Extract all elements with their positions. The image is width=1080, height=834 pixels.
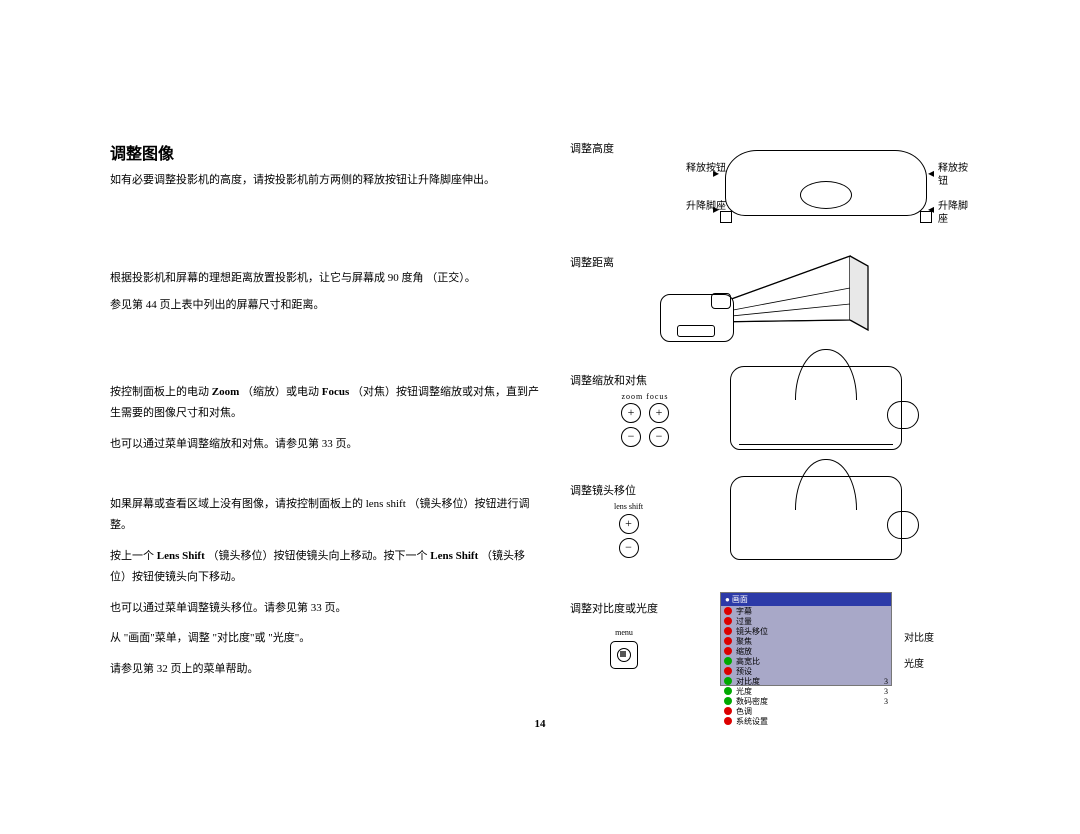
osd-menu: ● 画面 字幕过量镜头移位聚焦缩放高宽比预设对比度3光度3数码密度3色调系统设置 bbox=[720, 592, 892, 686]
para-contrast-1: 从 "画面"菜单，调整 "对比度"或 "光度"。 bbox=[110, 628, 540, 649]
menu-button-group: menu bbox=[610, 628, 638, 672]
right-column: 调整高度 释放按钮 释放按钮 升降脚座 升降脚座 ▸ ◂ ▸ ◂ 调整距离 bbox=[570, 140, 970, 718]
para-lensshift-2: 按上一个 Lens Shift （镜头移位）按钮使镜头向上移动。按下一个 Len… bbox=[110, 546, 540, 588]
label-release-left: 释放按钮 bbox=[686, 162, 726, 175]
para-zoom-focus: 按控制面板上的电动 Zoom （缩放）或电动 Focus （对焦）按钮调整缩放或… bbox=[110, 382, 540, 424]
label-brightness: 光度 bbox=[904, 658, 924, 671]
caption-lens-shift: 调整镜头移位 bbox=[570, 482, 636, 498]
illustration-projector-lensshift bbox=[730, 476, 902, 560]
illustration-projector-front bbox=[725, 150, 927, 216]
para-lensshift-1: 如果屏幕或查看区域上没有图像，请按控制面板上的 lens shift （镜头移位… bbox=[110, 494, 540, 536]
label-release-right: 释放按钮 bbox=[938, 162, 970, 188]
caption-contrast: 调整对比度或光度 bbox=[570, 600, 658, 616]
lens-shift-panel: lens shift + − bbox=[614, 502, 643, 558]
caption-height: 调整高度 bbox=[570, 140, 614, 156]
para-lensshift-3: 也可以通过菜单调整镜头移位。请参见第 33 页。 bbox=[110, 598, 540, 619]
zoom-focus-panel: zoom focus ++ −− bbox=[610, 392, 680, 451]
para-distance-2: 参见第 44 页上表中列出的屏幕尺寸和距离。 bbox=[110, 295, 476, 316]
para-contrast-2: 请参见第 32 页上的菜单帮助。 bbox=[110, 659, 540, 680]
illustration-projector-zoom bbox=[730, 366, 902, 450]
label-contrast: 对比度 bbox=[904, 632, 934, 645]
menu-button-icon bbox=[610, 641, 638, 669]
caption-zoom-focus: 调整缩放和对焦 bbox=[570, 372, 647, 388]
para-zoom-focus-menu: 也可以通过菜单调整缩放和对焦。请参见第 33 页。 bbox=[110, 434, 540, 455]
para-height: 如有必要调整投影机的高度，请按投影机前方两侧的释放按钮让升降脚座伸出。 bbox=[110, 170, 495, 191]
para-distance-1: 根据投影机和屏幕的理想距离放置投影机，让它与屏幕成 90 度角 （正交）。 bbox=[110, 268, 476, 289]
caption-distance: 调整距离 bbox=[570, 254, 614, 270]
page-number: 14 bbox=[535, 718, 546, 730]
label-foot-right: 升降脚座 bbox=[938, 200, 970, 226]
